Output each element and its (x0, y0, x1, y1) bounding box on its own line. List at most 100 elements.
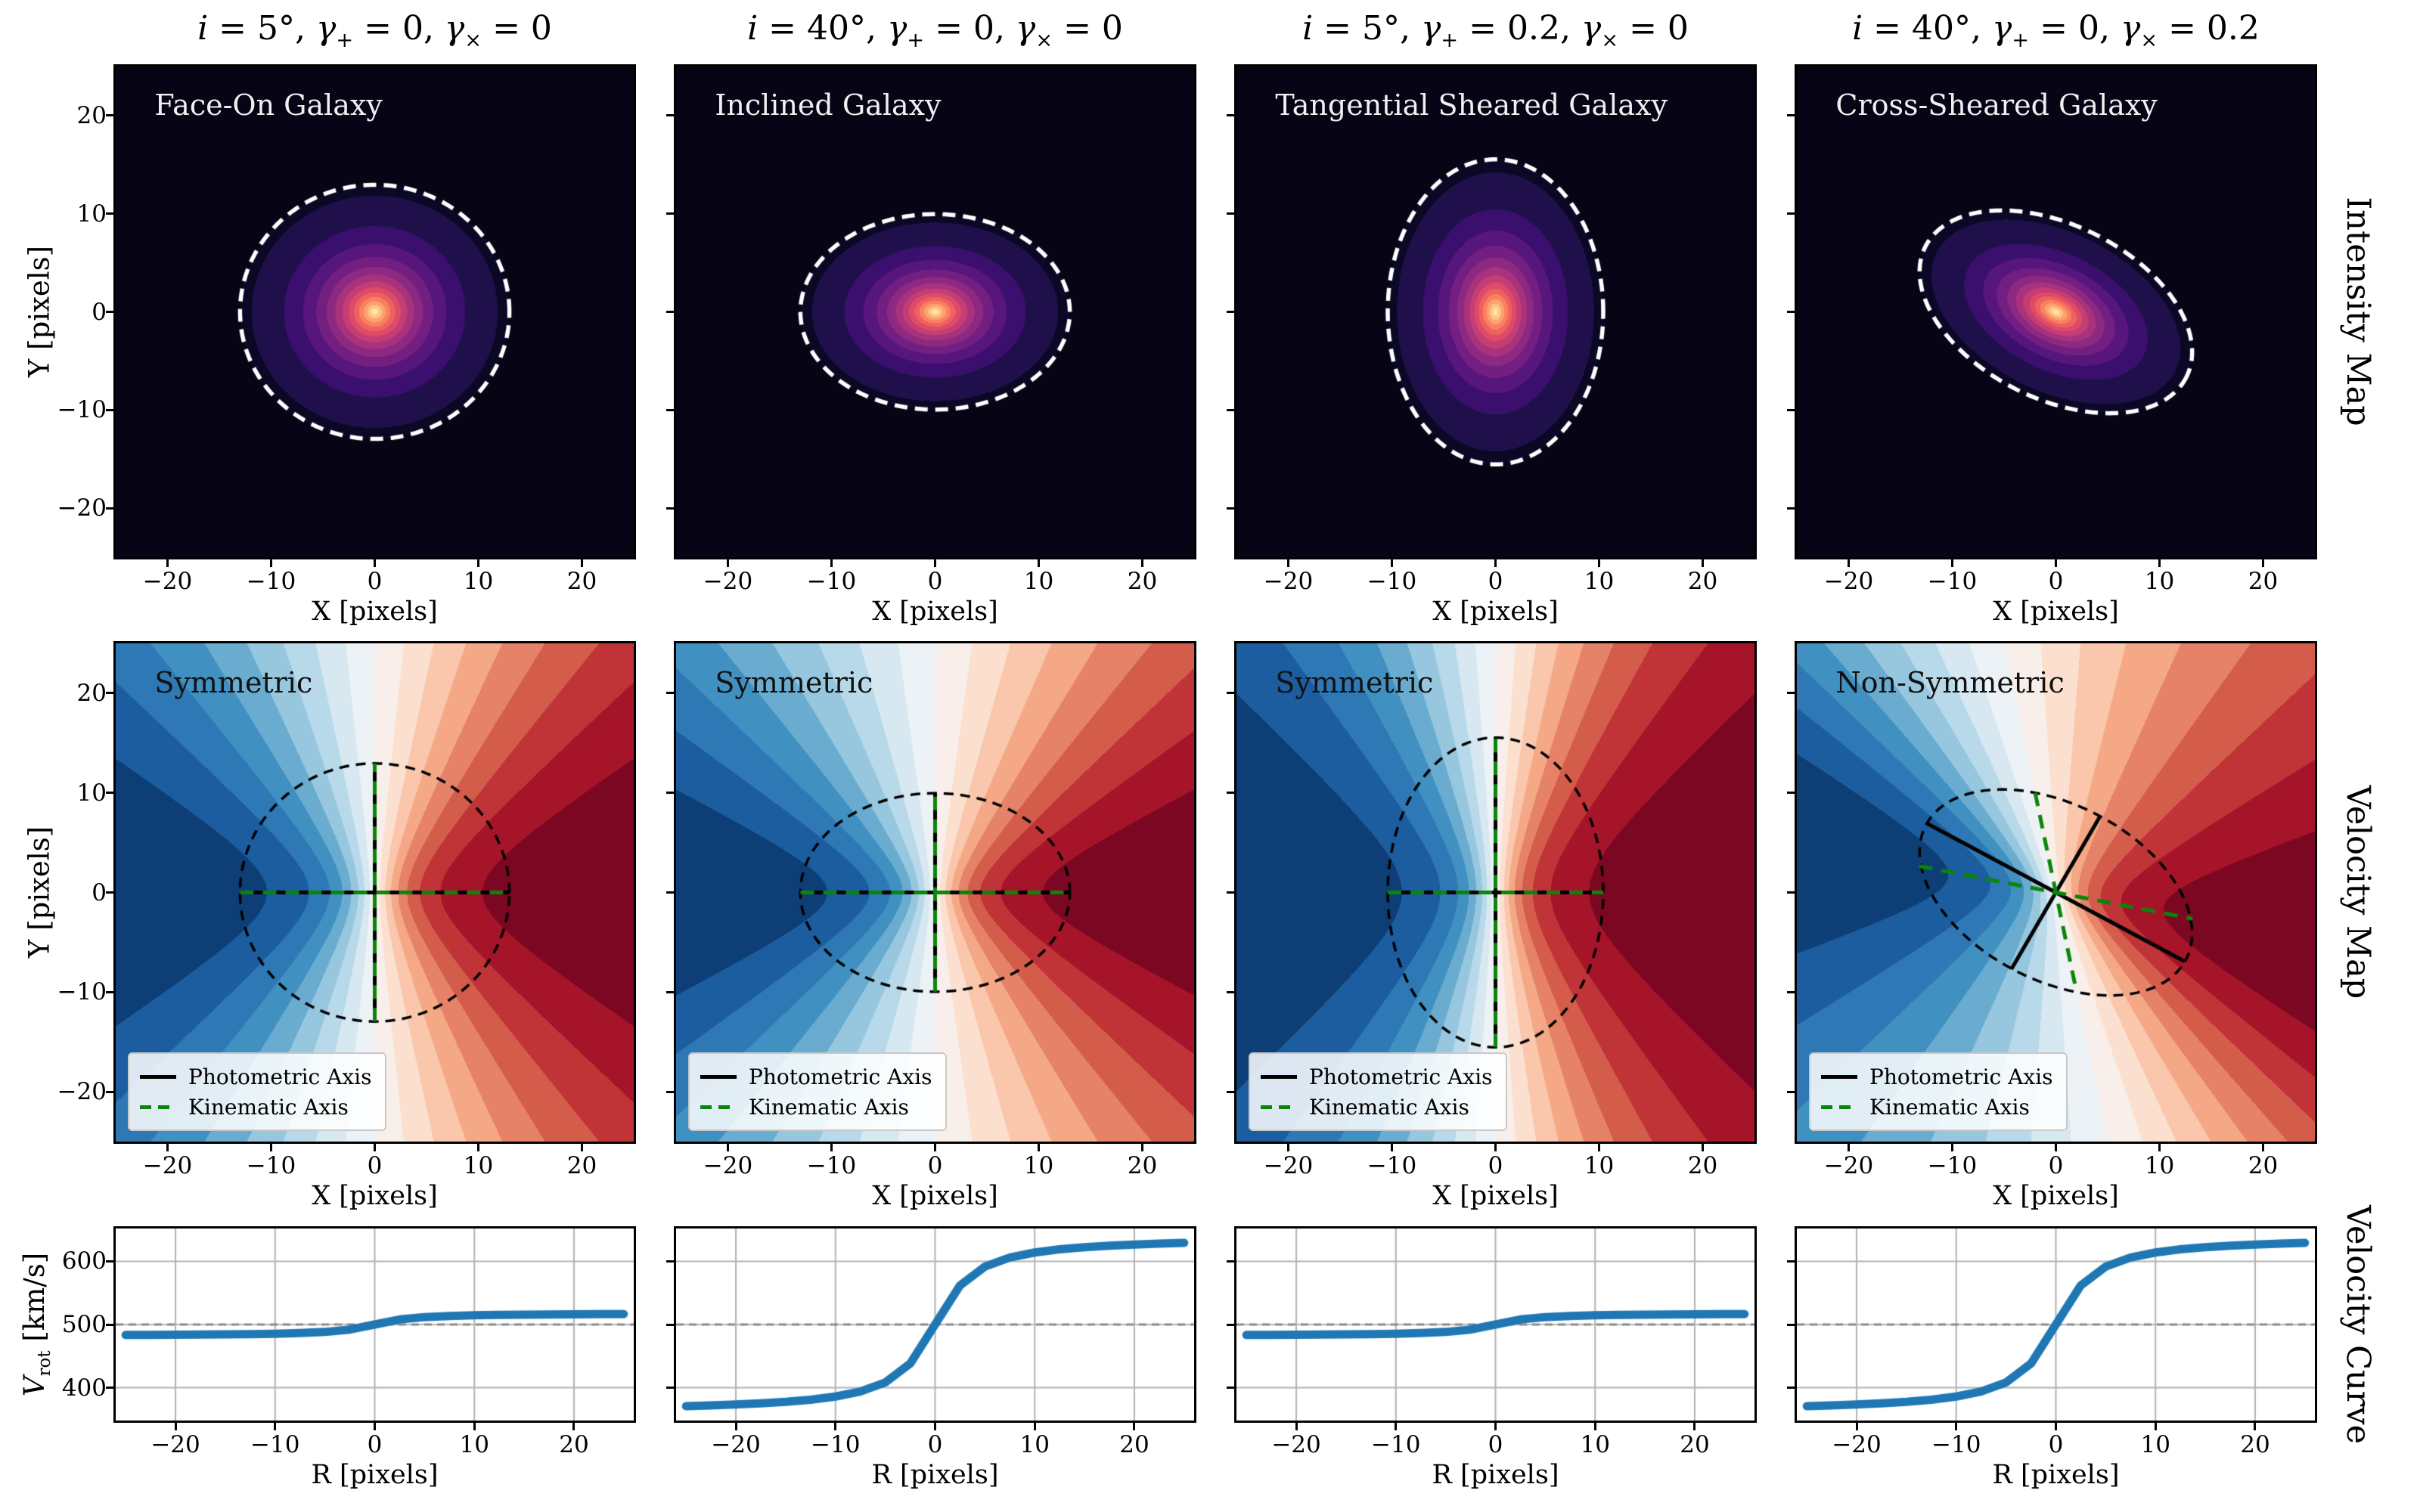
x-tick-mark (166, 557, 169, 567)
x-tick-label: −20 (1823, 1152, 1874, 1179)
x-tick-label: −10 (806, 1152, 857, 1179)
x-tick-label: 20 (1127, 568, 1158, 595)
y-tick-label: 600 (61, 1247, 107, 1275)
subscript-text: × (2140, 28, 2158, 52)
panel-intensity-col4: Cross-Sheared Galaxy −20 −10 0 10 20 X [pixels… (1787, 64, 2317, 627)
x-tick-label: 20 (2240, 1431, 2270, 1458)
y-tick-mark (1227, 1323, 1236, 1326)
y-tick-label: −10 (57, 978, 107, 1006)
x-tick-mark (274, 1421, 277, 1430)
x-axis-label: R [pixels] (311, 1460, 439, 1490)
x-tick-label: 20 (566, 1152, 597, 1179)
x-tick-label: −20 (1263, 568, 1314, 595)
y-tick-mark (106, 507, 116, 510)
y-tick-mark (1227, 1090, 1236, 1093)
y-tick-mark (1227, 891, 1236, 894)
y-tick-label: 10 (76, 200, 107, 228)
x-tick-mark (581, 1142, 583, 1151)
x-tick-mark (2262, 1142, 2264, 1151)
x-tick-label: 20 (1680, 1431, 1710, 1458)
x-tick-mark (1287, 1142, 1289, 1151)
y-tick-mark (106, 891, 116, 894)
x-tick-label: 10 (1019, 1431, 1050, 1458)
x-tick-label: −20 (1263, 1152, 1314, 1179)
x-axis-label: X [pixels] (312, 596, 438, 627)
kinematic-axis-swatch (1261, 1105, 1297, 1109)
y-tick-mark (666, 891, 676, 894)
x-tick-mark (374, 1421, 376, 1430)
panel-velocity-map-col4: Non-Symmetric Photometric Axis Kinematic A… (1787, 641, 2317, 1211)
intensity-canvas (676, 67, 1194, 557)
x-tick-label: −20 (711, 1431, 761, 1458)
x-tick-label: 0 (1488, 1152, 1503, 1179)
y-tick-mark (666, 212, 676, 215)
panel-velocity-map-col3: Symmetric Photometric Axis Kinematic Axis −… (1227, 641, 1757, 1211)
x-tick-mark (477, 557, 479, 567)
x-tick-label: 10 (463, 568, 494, 595)
kinematic-axis-swatch (700, 1105, 737, 1109)
y-tick-mark (666, 1259, 676, 1263)
y-tick-mark (1227, 311, 1236, 313)
label-text: = 0 (1053, 9, 1123, 48)
photometric-axis-swatch (700, 1074, 737, 1079)
x-tick-mark (581, 557, 583, 567)
row-label-velocity-curve: Velocity Curve (2339, 1204, 2377, 1445)
intensity-canvas (1236, 67, 1754, 557)
y-tick-mark (106, 1259, 116, 1263)
y-tick-mark (106, 311, 116, 313)
label-text: = 0, (353, 9, 445, 48)
symmetry-label: Symmetric (154, 665, 313, 699)
legend-item: Kinematic Axis (140, 1092, 371, 1122)
x-tick-mark (934, 1421, 936, 1430)
x-tick-label: −10 (1927, 568, 1978, 595)
x-tick-mark (1951, 557, 1953, 567)
x-tick-mark (2158, 1142, 2161, 1151)
x-tick-label: −20 (703, 568, 753, 595)
y-tick-label: −10 (57, 396, 107, 424)
kinematic-axis-swatch (1821, 1105, 1857, 1109)
panel-intensity-col2: Inclined Galaxy −20 −10 0 10 20 X [pixels] (666, 64, 1196, 627)
y-tick-mark (666, 990, 676, 993)
x-tick-mark (934, 557, 936, 567)
label-text: V (17, 1376, 51, 1397)
label-text: γ (1991, 9, 2012, 48)
x-tick-label: −20 (1823, 568, 1874, 595)
x-tick-label: −20 (150, 1431, 200, 1458)
subscript-text: × (1035, 28, 1053, 52)
y-tick-mark (1227, 408, 1236, 411)
legend-label: Kinematic Axis (1309, 1094, 1469, 1120)
y-tick-label: −20 (57, 494, 107, 522)
x-tick-label: −10 (806, 568, 857, 595)
galaxy-type-label: Inclined Galaxy (715, 88, 942, 122)
x-tick-label: −10 (246, 1152, 296, 1179)
x-tick-mark (2262, 557, 2264, 567)
x-tick-mark (166, 1142, 169, 1151)
label-text: γ (315, 9, 337, 48)
x-tick-label: 10 (463, 1152, 494, 1179)
x-tick-label: 10 (1023, 1152, 1054, 1179)
intensity-canvas (1797, 67, 2315, 557)
label-text: [km/s] (17, 1252, 51, 1351)
y-tick-mark (1787, 891, 1797, 894)
x-tick-label: 10 (459, 1431, 489, 1458)
x-tick-label: 0 (367, 1152, 383, 1179)
x-tick-mark (270, 1142, 272, 1151)
label-text: = 0 (1618, 9, 1689, 48)
label-text: = 0 (482, 9, 552, 48)
x-tick-mark (572, 1421, 576, 1430)
legend-label: Photometric Axis (749, 1064, 932, 1089)
symmetry-label: Symmetric (1275, 665, 1434, 699)
x-tick-label: 0 (367, 568, 383, 595)
y-tick-label: 0 (92, 298, 107, 326)
velocity-curve-canvas (676, 1228, 1194, 1421)
x-tick-mark (1855, 1421, 1858, 1430)
label-text: γ (444, 9, 465, 48)
x-tick-label: 20 (1687, 1152, 1718, 1179)
x-tick-label: −10 (246, 568, 296, 595)
x-axis-label: R [pixels] (1992, 1460, 2120, 1490)
y-tick-mark (666, 1323, 676, 1326)
label-text: γ (886, 9, 908, 48)
x-tick-mark (1141, 1142, 1143, 1151)
x-tick-mark (830, 1142, 833, 1151)
velocity-curve-canvas (1236, 1228, 1754, 1421)
